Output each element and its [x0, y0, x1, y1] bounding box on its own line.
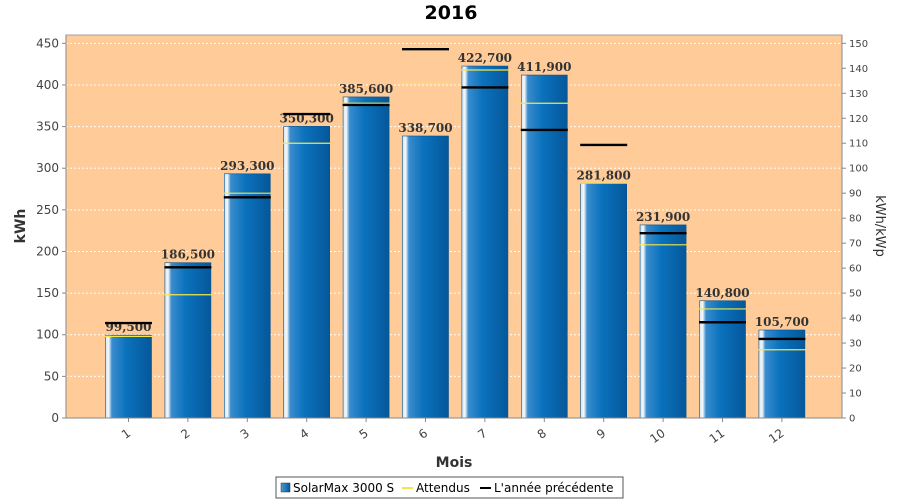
y-axis-right: 0 10 20 30 40 50 60 70 80 90 100 110 120 130 140 150: [841, 35, 868, 425]
bar: [283, 126, 331, 419]
y2-tick-label: 150: [849, 39, 868, 50]
bar: [224, 173, 271, 419]
y2-tick-label: 140: [849, 64, 868, 75]
bar: [758, 329, 806, 419]
y2-tick-label: 130: [849, 89, 868, 100]
x-axis: 1 2 3 4 5 6 7 8 9 10 11 12: [66, 417, 842, 446]
y2-tick-label: 100: [849, 164, 868, 175]
legend: SolarMax 3000 S Attendus L'année précéde…: [275, 476, 624, 499]
bar: [342, 96, 390, 419]
y2-tick-label: 70: [849, 239, 862, 250]
bar-value-label: 105,700: [755, 315, 809, 329]
y-axis-label: kWh: [13, 209, 29, 244]
y2-tick-label: 20: [849, 364, 862, 375]
x-tick-label: 2: [178, 426, 192, 442]
legend-label-attendus: Attendus: [416, 481, 470, 495]
bar-value-label: 385,600: [339, 82, 393, 96]
x-tick-label: 4: [297, 426, 311, 442]
y-tick-label: 150: [36, 286, 59, 300]
bar: [639, 224, 687, 419]
bar-value-label: 411,900: [517, 60, 571, 74]
bar: [520, 74, 568, 419]
x-tick-label: 9: [594, 426, 608, 442]
y-tick-label: 250: [36, 203, 59, 217]
y2-tick-label: 120: [849, 114, 868, 125]
x-tick-label: 7: [475, 426, 489, 442]
bar-series: 99,500186,500293,300350,300385,600338,70…: [105, 51, 809, 419]
bar: [461, 65, 509, 419]
bar: [105, 334, 152, 419]
y-axis-left: 0 50 100 150 200 250 300 350 400 450: [36, 35, 67, 425]
x-tick-label: 10: [647, 426, 668, 446]
bar-value-label: 140,800: [695, 286, 749, 300]
chart-title: 2016: [425, 2, 478, 24]
x-tick-label: 12: [766, 426, 787, 446]
y2-tick-label: 40: [849, 314, 862, 325]
bar-value-label: 293,300: [220, 159, 274, 173]
y2-tick-label: 0: [849, 414, 855, 425]
bar-value-label: 338,700: [398, 121, 452, 135]
x-tick-label: 1: [119, 426, 133, 442]
bar-value-label: 231,900: [636, 210, 690, 224]
bar-value-label: 186,500: [161, 248, 215, 262]
x-tick-label: 8: [535, 426, 549, 442]
bar: [580, 183, 628, 419]
y2-tick-label: 50: [849, 289, 862, 300]
y2-tick-label: 60: [849, 264, 862, 275]
y2-tick-label: 80: [849, 214, 862, 225]
bar: [699, 300, 746, 419]
y-tick-label: 0: [51, 411, 59, 425]
bar-value-label: 422,700: [458, 51, 512, 65]
y2-tick-label: 30: [849, 339, 862, 350]
x-axis-label: Mois: [436, 455, 473, 471]
y2-axis-label: kWh/kWp: [872, 195, 887, 257]
y2-tick-label: 110: [849, 139, 868, 150]
x-tick-label: 3: [238, 426, 252, 442]
bar: [402, 135, 449, 419]
x-tick-label: 11: [707, 426, 728, 446]
x-tick-label: 5: [357, 426, 371, 442]
y-tick-label: 450: [36, 36, 59, 50]
y-tick-label: 350: [36, 120, 59, 134]
legend-swatch-solarmax: [280, 482, 291, 493]
x-tick-label: 6: [416, 426, 430, 442]
y-tick-label: 50: [44, 369, 59, 383]
legend-label-solarmax: SolarMax 3000 S: [293, 481, 394, 495]
y-tick-label: 300: [36, 161, 59, 175]
y2-tick-label: 10: [849, 389, 862, 400]
y-tick-label: 100: [36, 328, 59, 342]
y-tick-label: 200: [36, 244, 59, 258]
legend-label-annee-precedente: L'année précédente: [494, 481, 613, 495]
bar: [164, 262, 212, 419]
y-tick-label: 400: [36, 78, 59, 92]
y2-tick-label: 90: [849, 189, 862, 200]
marker-series: [104, 47, 806, 351]
legend-box: [275, 476, 624, 499]
bar-value-label: 281,800: [577, 168, 631, 182]
